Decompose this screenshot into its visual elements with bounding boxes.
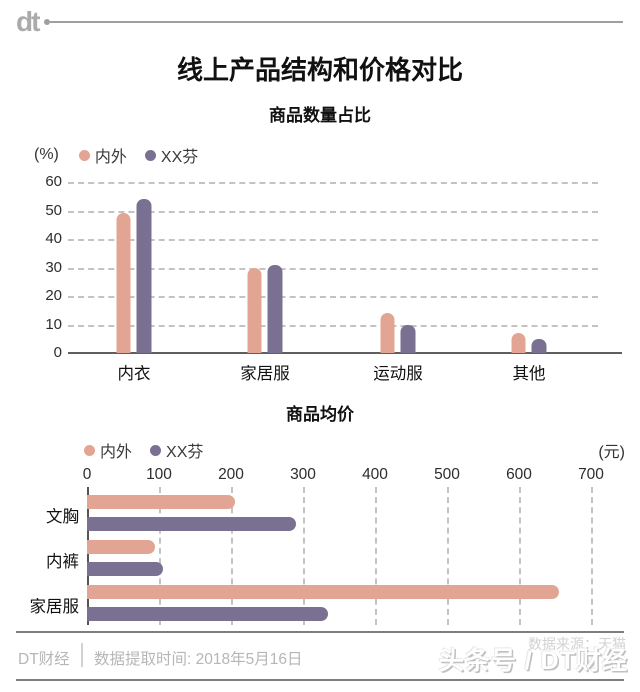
bar bbox=[87, 607, 329, 621]
gridline bbox=[591, 487, 593, 625]
y-tick-label: 10 bbox=[45, 315, 62, 333]
legend-item: 内外 bbox=[84, 438, 132, 462]
bar bbox=[400, 324, 416, 353]
footer-divider bbox=[81, 643, 83, 667]
bar bbox=[380, 313, 395, 353]
chart1-plot: 0 10 20 30 40 50 60 内衣 家居服 运动服 其他 bbox=[45, 173, 622, 383]
legend-label: 内外 bbox=[94, 149, 127, 166]
legend-dot-icon bbox=[78, 149, 90, 161]
bar bbox=[267, 264, 283, 353]
header-line-dot bbox=[44, 19, 50, 25]
bar bbox=[247, 267, 262, 353]
bar bbox=[87, 540, 156, 554]
gridline bbox=[68, 239, 598, 241]
footer-rule-top bbox=[16, 631, 624, 633]
x-tick-label: 0 bbox=[82, 466, 92, 483]
category-label: 运动服 bbox=[373, 365, 423, 383]
x-tick-label: 600 bbox=[506, 466, 532, 483]
bar bbox=[116, 213, 131, 353]
category-label: 家居服 bbox=[240, 365, 290, 383]
y-tick-label: 40 bbox=[45, 230, 62, 247]
page-title: 线上产品结构和价格对比 bbox=[176, 55, 463, 85]
legend-label: XX芬 bbox=[166, 444, 204, 461]
gridline bbox=[68, 210, 598, 213]
bar bbox=[87, 585, 559, 599]
legend-label: 内外 bbox=[100, 444, 133, 461]
bar bbox=[87, 495, 235, 509]
legend-label: XX芬 bbox=[160, 149, 199, 166]
bar bbox=[511, 333, 526, 353]
gridline bbox=[68, 267, 598, 270]
legend-item: 内外 bbox=[78, 143, 127, 167]
legend-item: XX芬 bbox=[150, 438, 203, 462]
bar-group bbox=[380, 313, 416, 353]
category-label: 家居服 bbox=[29, 598, 80, 616]
footer-brand: DT财经 bbox=[18, 651, 70, 668]
y-tick-label: 0 bbox=[53, 344, 62, 361]
x-axis-line bbox=[68, 352, 622, 354]
chart2-title: 商品均价 bbox=[286, 405, 354, 424]
bar bbox=[531, 338, 547, 353]
bar bbox=[136, 199, 152, 353]
bar bbox=[87, 517, 296, 531]
y-tick-label: 50 bbox=[45, 201, 62, 219]
legend-dot-icon bbox=[150, 444, 162, 456]
gridline bbox=[375, 487, 377, 625]
chart2-legend: 内外 XX芬 bbox=[84, 438, 203, 462]
footer-watermark: 头条号 / DT财经 bbox=[438, 647, 628, 675]
y-tick-label: 60 bbox=[45, 173, 62, 190]
legend-item: XX芬 bbox=[144, 143, 199, 167]
legend-dot-icon bbox=[84, 444, 95, 456]
chart1-title: 商品数量占比 bbox=[269, 106, 371, 125]
chart2-unit-label: (元) bbox=[598, 444, 625, 461]
gridline bbox=[447, 487, 449, 625]
category-label: 内裤 bbox=[46, 553, 79, 571]
x-tick-label: 700 bbox=[578, 466, 604, 483]
bar-group bbox=[247, 264, 283, 353]
bar-group bbox=[116, 199, 152, 353]
category-label: 其他 bbox=[512, 365, 546, 383]
dt-logo: dt bbox=[16, 6, 40, 37]
gridline bbox=[68, 296, 598, 298]
y-tick-label: 20 bbox=[45, 287, 62, 304]
chart1-unit-label: (%) bbox=[34, 146, 59, 163]
bar bbox=[87, 562, 163, 576]
chart1-legend: (%) 内外 XX芬 bbox=[34, 143, 198, 167]
x-tick-label: 100 bbox=[146, 466, 172, 483]
gridline bbox=[159, 487, 161, 625]
footer-source-text: 数据来源：天猫 bbox=[528, 636, 626, 652]
x-tick-label: 500 bbox=[434, 466, 460, 483]
category-label: 内衣 bbox=[117, 365, 151, 383]
x-tick-label: 300 bbox=[290, 466, 316, 483]
bar-group bbox=[511, 333, 547, 353]
gridline bbox=[68, 182, 598, 184]
y-tick-label: 30 bbox=[45, 258, 62, 276]
x-tick-label: 400 bbox=[362, 466, 388, 483]
y-axis-line bbox=[87, 487, 89, 625]
gridline bbox=[231, 487, 233, 625]
category-label: 文胸 bbox=[46, 508, 79, 526]
gridline bbox=[519, 487, 521, 625]
chart1-legend-items: 内外 XX芬 bbox=[78, 143, 199, 167]
gridline bbox=[303, 487, 305, 625]
chart2-plot: 0 100 200 300 400 500 600 700 文胸内裤家居服 bbox=[30, 466, 604, 625]
footer-rule-bottom bbox=[16, 679, 624, 681]
header-rule bbox=[50, 21, 623, 23]
legend-dot-icon bbox=[144, 149, 156, 161]
x-tick-label: 200 bbox=[218, 466, 244, 483]
gridline bbox=[68, 324, 598, 327]
footer-extract-time: 数据提取时间: 2018年5月16日 bbox=[94, 651, 303, 668]
chart2-legend-items: 内外 XX芬 bbox=[84, 438, 203, 462]
